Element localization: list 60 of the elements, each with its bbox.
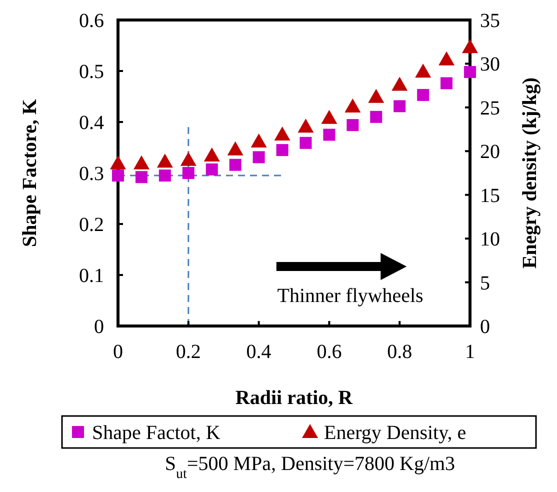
y2-tick-label: 0 (480, 316, 490, 338)
point (300, 136, 312, 149)
y2-tick-label: 35 (480, 10, 500, 32)
x-tick-label: 1 (465, 341, 475, 363)
point (204, 148, 220, 162)
point (323, 128, 336, 141)
point (112, 170, 124, 182)
y-tick-label: 0 (94, 316, 104, 338)
point (462, 39, 478, 54)
point (135, 171, 148, 184)
point (158, 170, 171, 182)
point (346, 119, 359, 132)
y2-axis-title: Enegry density (kj/kg) (519, 77, 541, 269)
point (180, 152, 196, 166)
point (182, 167, 194, 179)
point (344, 98, 361, 113)
y2-tick-label: 5 (480, 272, 490, 294)
x-tick-label: 0.6 (316, 341, 342, 363)
point (415, 64, 432, 78)
y2-tick-label: 10 (480, 228, 500, 251)
point (417, 88, 430, 101)
y2-tick-label: 20 (480, 141, 500, 164)
y-tick-label: 0.4 (79, 112, 104, 134)
y2-tick-label: 25 (480, 97, 500, 120)
legend-label: Shape Factot, K (92, 422, 221, 444)
y-tick-label: 0.5 (79, 61, 104, 83)
point (274, 126, 290, 141)
annotation: Thinner flywheels (277, 285, 424, 307)
x-tick-label: 0.4 (246, 341, 272, 363)
x-tick-label: 0.2 (176, 341, 201, 363)
y-tick-label: 0.1 (79, 265, 104, 287)
point (156, 154, 173, 168)
y2-tick-label: 15 (480, 184, 500, 207)
y-tick-label: 0.3 (79, 163, 104, 185)
x-axis-title: Radii ratio, R (235, 387, 354, 409)
point (464, 66, 476, 78)
y-axis-title: Shape Factore, K (19, 98, 41, 247)
y-tick-label: 0.6 (79, 10, 104, 32)
point (392, 76, 408, 91)
x-tick-label: 0.8 (387, 341, 412, 363)
point (394, 100, 406, 112)
point (133, 155, 150, 170)
point (206, 163, 218, 176)
point (370, 110, 382, 123)
point (368, 88, 384, 103)
point (298, 118, 314, 133)
point (276, 144, 288, 156)
y-tick-label: 0.2 (79, 214, 104, 236)
point (440, 77, 453, 90)
point (252, 151, 265, 164)
point (229, 158, 242, 171)
point (438, 51, 455, 66)
x-tick-label: 0 (113, 341, 123, 363)
point (227, 141, 244, 156)
legend-label: Energy Density, e (324, 422, 466, 444)
point (321, 110, 338, 124)
point (110, 155, 126, 170)
y2-tick-label: 30 (480, 54, 500, 76)
point (250, 134, 267, 148)
text: S$_{ut}$=500 MPa, Density=7800 Kg/m3 (164, 453, 456, 482)
